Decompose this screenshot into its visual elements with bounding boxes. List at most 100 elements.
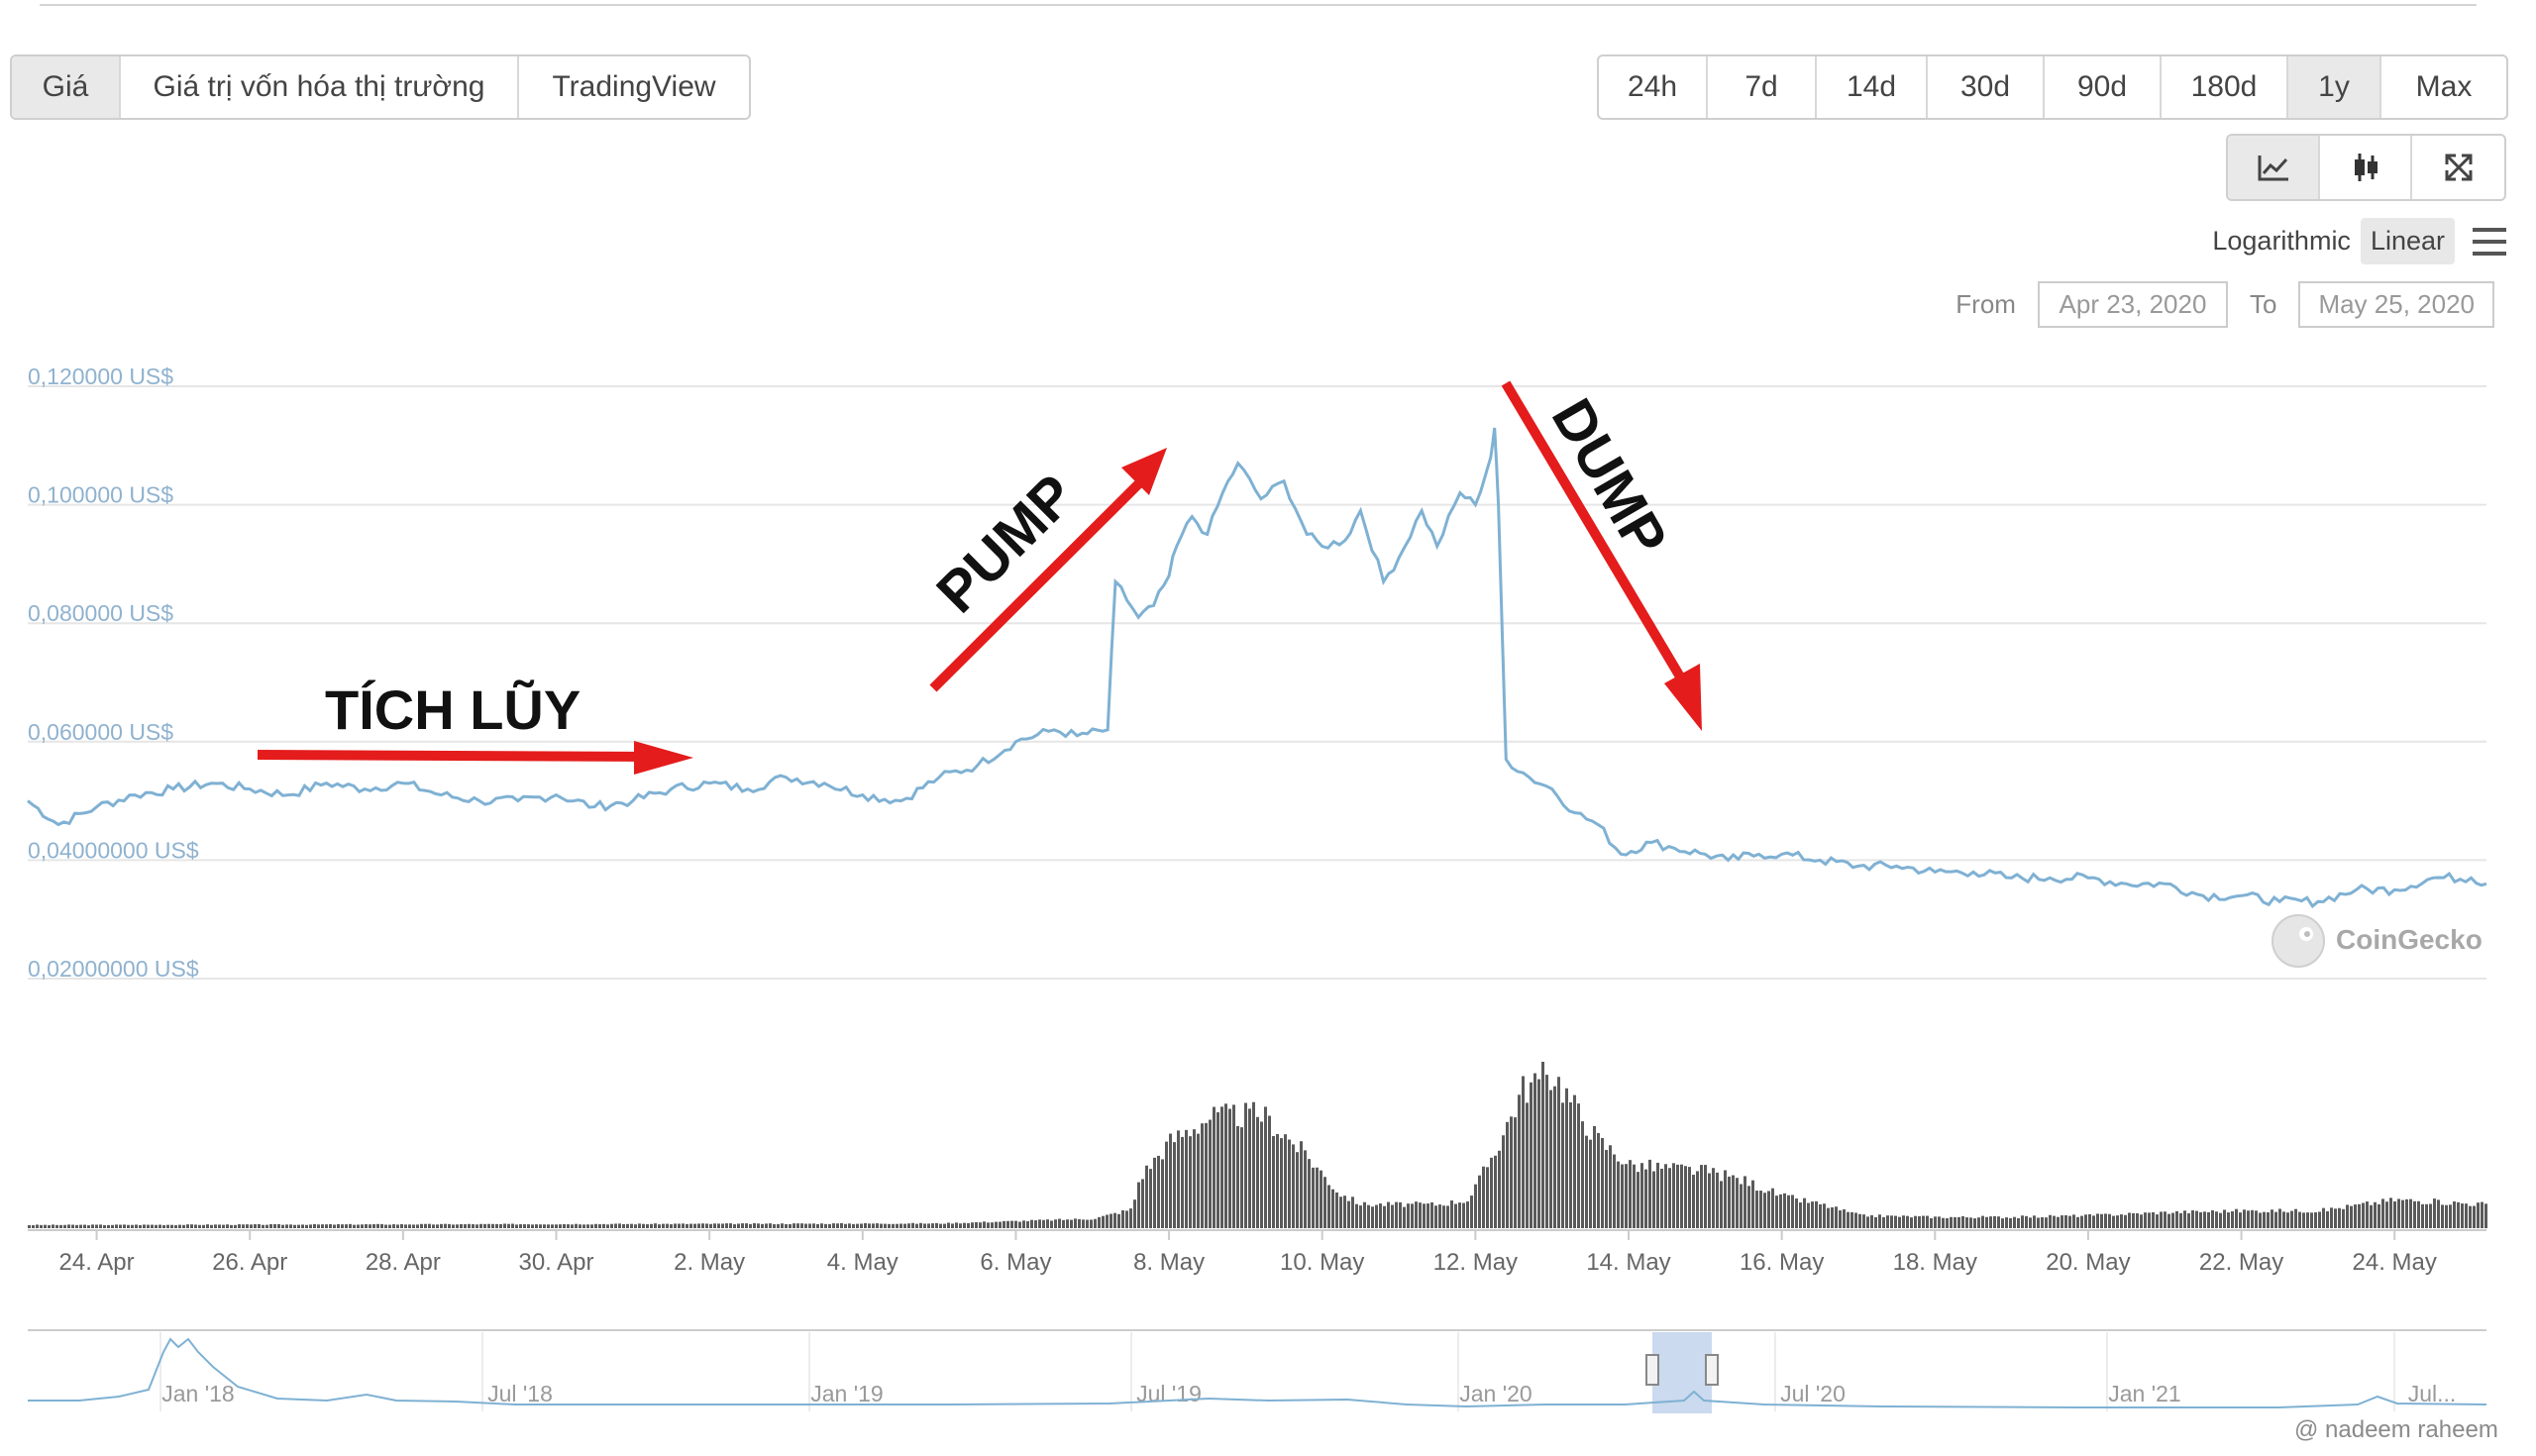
y-tick-label: 0,060000 US$ xyxy=(28,719,173,745)
volume-bar xyxy=(325,1224,328,1228)
volume-bar xyxy=(1744,1176,1746,1228)
volume-bar xyxy=(178,1224,181,1228)
volume-bar xyxy=(1946,1217,1949,1228)
volume-bar xyxy=(1589,1139,1592,1228)
range-button-24h[interactable]: 24h xyxy=(1599,56,1708,118)
volume-bar xyxy=(2231,1210,2234,1228)
volume-bar xyxy=(2282,1211,2285,1228)
from-date-input[interactable]: Apr 23, 2020 xyxy=(2037,281,2228,328)
range-button-1y[interactable]: 1y xyxy=(2288,56,2381,118)
volume-bar xyxy=(2322,1207,2325,1228)
range-button-90d[interactable]: 90d xyxy=(2045,56,2162,118)
volume-bar xyxy=(1918,1215,1921,1228)
volume-bar xyxy=(1458,1202,1461,1228)
tab-chart-type-1[interactable]: Giá trị vốn hóa thị trường xyxy=(121,56,519,118)
volume-bar xyxy=(2136,1212,2139,1228)
volume-bar xyxy=(769,1223,772,1228)
volume-bar xyxy=(511,1223,514,1228)
volume-bar xyxy=(947,1222,950,1228)
volume-bar xyxy=(666,1223,669,1228)
volume-bar xyxy=(2409,1198,2412,1228)
volume-bar xyxy=(329,1223,332,1228)
date-range-selector: From Apr 23, 2020 To May 25, 2020 xyxy=(1955,281,2494,328)
volume-bar xyxy=(2342,1208,2345,1228)
volume-bar xyxy=(273,1223,276,1228)
range-button-30d[interactable]: 30d xyxy=(1928,56,2045,118)
volume-bar xyxy=(2053,1215,2056,1228)
scale-logarithmic[interactable]: Logarithmic xyxy=(2212,226,2351,256)
volume-bar xyxy=(1696,1171,1699,1228)
volume-bar xyxy=(1054,1219,1057,1228)
y-tick-label: 0,04000000 US$ xyxy=(28,837,199,863)
volume-bar xyxy=(2179,1212,2182,1228)
volume-bar xyxy=(602,1223,605,1228)
volume-bar xyxy=(2072,1214,2075,1228)
volume-bar xyxy=(2049,1214,2052,1228)
scale-linear[interactable]: Linear xyxy=(2360,218,2455,264)
navigator-right-handle[interactable] xyxy=(1705,1354,1719,1386)
range-button-14d[interactable]: 14d xyxy=(1817,56,1928,118)
volume-bar xyxy=(2413,1200,2416,1228)
x-tick-label: 4. May xyxy=(827,1249,898,1276)
volume-bar xyxy=(507,1223,510,1228)
volume-bar xyxy=(357,1224,360,1228)
volume-bar xyxy=(2453,1200,2456,1228)
volume-bar xyxy=(2183,1210,2186,1228)
volume-bar xyxy=(737,1223,740,1228)
volume-bar xyxy=(674,1223,677,1228)
volume-bar xyxy=(456,1224,459,1228)
range-button-7d[interactable]: 7d xyxy=(1708,56,1817,118)
volume-bar xyxy=(2140,1214,2143,1228)
volume-bar xyxy=(186,1224,189,1228)
volume-bar xyxy=(1621,1164,1624,1228)
volume-bar xyxy=(1046,1219,1049,1228)
volume-bar xyxy=(2350,1205,2353,1228)
volume-bar xyxy=(1609,1145,1612,1228)
volume-bar xyxy=(1969,1217,1972,1228)
volume-bar xyxy=(733,1224,736,1228)
volume-bar xyxy=(2029,1217,2032,1228)
menu-icon[interactable] xyxy=(2473,227,2506,256)
volume-bar xyxy=(2088,1213,2091,1228)
volume-bar xyxy=(1680,1164,1683,1228)
volume-bar xyxy=(654,1223,657,1228)
volume-bar xyxy=(400,1223,403,1228)
x-tick-label: 24. May xyxy=(2353,1249,2437,1276)
volume-bar xyxy=(2112,1215,2115,1228)
volume-bar xyxy=(1549,1090,1552,1228)
volume-bar xyxy=(479,1223,482,1228)
volume-bar xyxy=(135,1224,138,1228)
volume-bar xyxy=(622,1223,625,1228)
tab-chart-type-0[interactable]: Giá xyxy=(12,56,121,118)
volume-bar xyxy=(1850,1211,1853,1228)
x-tick-label: 28. Apr xyxy=(366,1249,441,1276)
volume-bar xyxy=(2013,1216,2016,1228)
tab-chart-type-2[interactable]: TradingView xyxy=(552,70,716,103)
from-label: From xyxy=(1955,289,2016,319)
volume-bar xyxy=(1066,1219,1069,1228)
fullscreen-icon[interactable] xyxy=(2412,136,2504,199)
to-date-input[interactable]: May 25, 2020 xyxy=(2298,281,2494,328)
range-button-max[interactable]: Max xyxy=(2415,70,2473,103)
volume-bar xyxy=(721,1223,724,1228)
volume-bar xyxy=(1557,1077,1560,1228)
navigator-left-handle[interactable] xyxy=(1645,1354,1659,1386)
volume-bar xyxy=(2247,1210,2250,1228)
pump-label: PUMP xyxy=(924,463,1087,625)
volume-bar xyxy=(317,1224,320,1228)
volume-bar xyxy=(1847,1211,1849,1228)
volume-bar xyxy=(1462,1202,1465,1228)
range-button-180d[interactable]: 180d xyxy=(2162,56,2288,118)
volume-bar xyxy=(1660,1168,1663,1228)
volume-bar xyxy=(2108,1213,2111,1228)
candlestick-icon[interactable] xyxy=(2320,136,2412,199)
volume-bar xyxy=(781,1223,784,1228)
volume-bar xyxy=(151,1224,154,1228)
line-chart-icon[interactable] xyxy=(2228,136,2320,199)
accumulation-label: TÍCH LŨY xyxy=(325,678,581,741)
x-tick-label: 16. May xyxy=(1740,1249,1824,1276)
volume-bar xyxy=(48,1224,51,1228)
volume-bar xyxy=(1684,1166,1687,1228)
volume-bar xyxy=(206,1224,209,1228)
x-axis-ticks: 24. Apr 26. Apr 28. Apr 30. Apr 2. May 4. May… xyxy=(59,1230,2437,1276)
